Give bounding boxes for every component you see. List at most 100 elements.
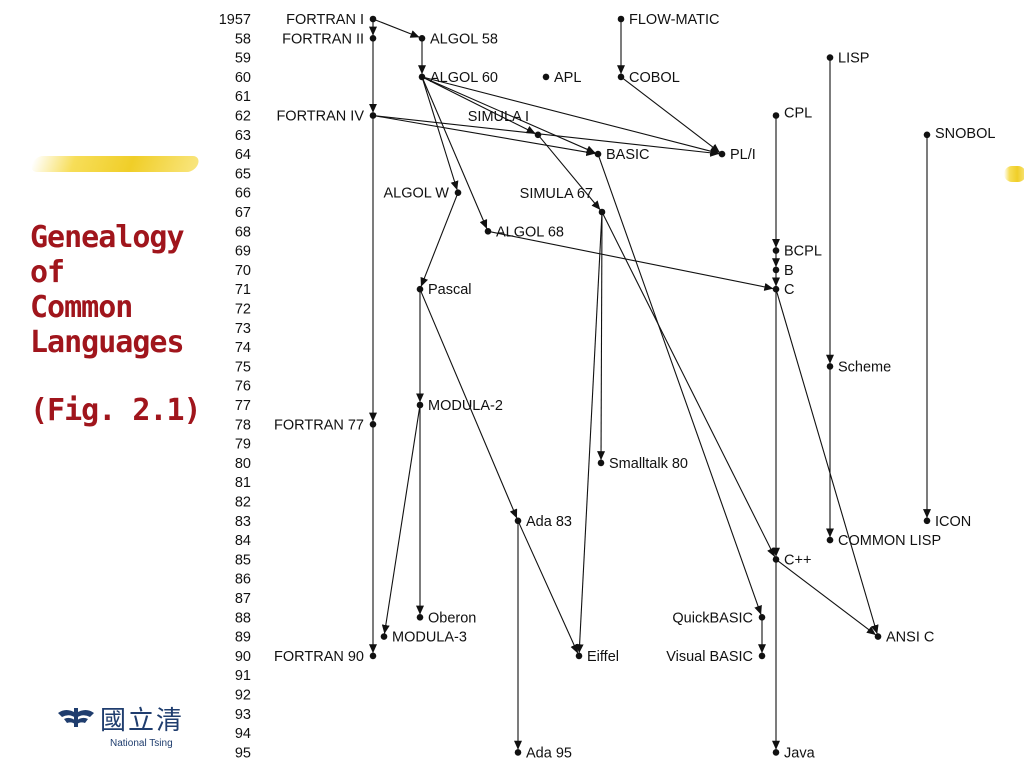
year-tick-label: 64 [235, 147, 251, 163]
edge-basic-to-quickbasic [597, 153, 762, 615]
language-label: ALGOL 68 [496, 224, 564, 240]
year-tick-label: 83 [235, 514, 251, 530]
year-tick-label: 59 [235, 51, 251, 67]
language-dot [772, 247, 780, 254]
language-label: C++ [784, 552, 811, 568]
language-dot [534, 131, 542, 139]
language-node-bcpl: BCPL [772, 244, 822, 260]
language-label: ANSI C [886, 630, 934, 646]
language-label: FORTRAN II [282, 31, 364, 47]
language-node-smalltalk80: Smalltalk 80 [597, 456, 688, 472]
year-tick-label: 75 [235, 359, 251, 375]
language-node-cpl: CPL [772, 106, 812, 122]
highlight-brush-stroke [29, 156, 201, 172]
year-tick-label: 74 [235, 340, 251, 356]
language-dot [718, 150, 726, 158]
language-dot [617, 73, 625, 81]
language-label: FORTRAN 90 [274, 649, 364, 665]
year-tick-label: 90 [235, 649, 251, 665]
language-dot [594, 150, 602, 158]
language-dot [514, 749, 522, 756]
highlight-brush-stroke-right [1004, 166, 1024, 182]
language-dot [418, 73, 426, 81]
slide-title-line: Languages [30, 325, 185, 360]
language-node-modula2: MODULA-2 [416, 398, 503, 414]
language-dot [597, 459, 605, 467]
edge-fortran4-to-pl1 [372, 114, 720, 157]
year-tick-label: 71 [235, 282, 251, 298]
language-dot [598, 208, 606, 216]
language-label: Visual BASIC [666, 649, 753, 665]
language-dot [874, 633, 882, 640]
language-label: Oberon [428, 610, 476, 626]
language-node-commonlisp: COMMON LISP [826, 533, 941, 549]
language-dot [369, 35, 377, 42]
language-node-eiffel: Eiffel [575, 649, 619, 665]
language-dot [369, 15, 377, 23]
year-tick-label: 81 [235, 475, 251, 491]
year-tick-label: 61 [235, 89, 251, 105]
year-tick-label: 1957 [219, 12, 251, 28]
year-tick-label: 66 [235, 186, 251, 202]
language-dot [772, 285, 780, 293]
language-node-simula1: SIMULA I [468, 109, 542, 139]
language-node-basic: BASIC [594, 147, 650, 163]
language-dot [418, 35, 426, 42]
language-node-icon: ICON [923, 514, 971, 530]
language-label: Ada 95 [526, 745, 572, 761]
language-label: MODULA-2 [428, 398, 503, 414]
year-tick-label: 92 [235, 688, 251, 704]
language-dot [772, 112, 780, 119]
language-dot [923, 131, 931, 139]
language-node-ada83: Ada 83 [514, 514, 572, 530]
slide-title-line: of [30, 255, 65, 290]
year-tick-label: 73 [235, 321, 251, 337]
language-label: FORTRAN I [286, 12, 364, 28]
language-node-cpp: C++ [772, 552, 811, 568]
language-label: FORTRAN 77 [274, 417, 364, 433]
year-tick-label: 68 [235, 224, 251, 240]
language-label: CPL [784, 106, 812, 122]
year-tick-label: 91 [235, 668, 251, 684]
year-tick-label: 78 [235, 417, 251, 433]
year-tick-label: 80 [235, 456, 251, 472]
language-node-fortran77: FORTRAN 77 [274, 417, 377, 433]
edge-algol60-to-basic [421, 76, 596, 154]
language-dot [772, 266, 780, 274]
language-label: FORTRAN IV [276, 109, 364, 125]
language-dot [369, 652, 377, 660]
edge-algol68-to-c [487, 230, 774, 291]
language-label: Smalltalk 80 [609, 456, 688, 472]
language-node-algolw: ALGOL W [383, 186, 462, 202]
slide-title-line: Common [30, 290, 133, 325]
language-node-ada95: Ada 95 [514, 745, 572, 761]
language-label: FLOW-MATIC [629, 12, 719, 28]
edge-simula67-to-cpp [601, 211, 776, 557]
university-emblem-icon [58, 708, 94, 727]
language-label: SNOBOL [935, 126, 995, 142]
language-dot [575, 652, 583, 660]
language-dot [369, 421, 377, 428]
year-tick-label: 79 [235, 437, 251, 453]
year-axis: 1957 58 59 60 61 62 63 64 65 66 67 68 69 70 71 72 73 74 75… [219, 12, 251, 761]
language-label: BCPL [784, 244, 822, 260]
language-label: PL/I [730, 147, 756, 163]
language-dot [617, 15, 625, 23]
university-name-chinese: 國立清 [100, 706, 185, 736]
edge-cobol-to-pl1 [620, 76, 720, 153]
language-label: ICON [935, 514, 971, 530]
language-label: LISP [838, 51, 869, 67]
language-label: Scheme [838, 359, 891, 375]
university-logo: 國立清 National Tsing [56, 700, 206, 752]
language-label: SIMULA I [468, 109, 529, 125]
language-dot [454, 189, 462, 196]
language-label: B [784, 263, 794, 279]
language-node-modula3: MODULA-3 [380, 630, 467, 646]
language-node-visualbasic: Visual BASIC [666, 649, 766, 665]
language-label: MODULA-3 [392, 630, 467, 646]
language-node-algol60: ALGOL 60 [418, 70, 498, 86]
year-tick-label: 88 [235, 610, 251, 626]
language-label: ALGOL 58 [430, 31, 498, 47]
edge-algol60-to-simula1 [421, 76, 536, 134]
year-tick-label: 72 [235, 302, 251, 318]
